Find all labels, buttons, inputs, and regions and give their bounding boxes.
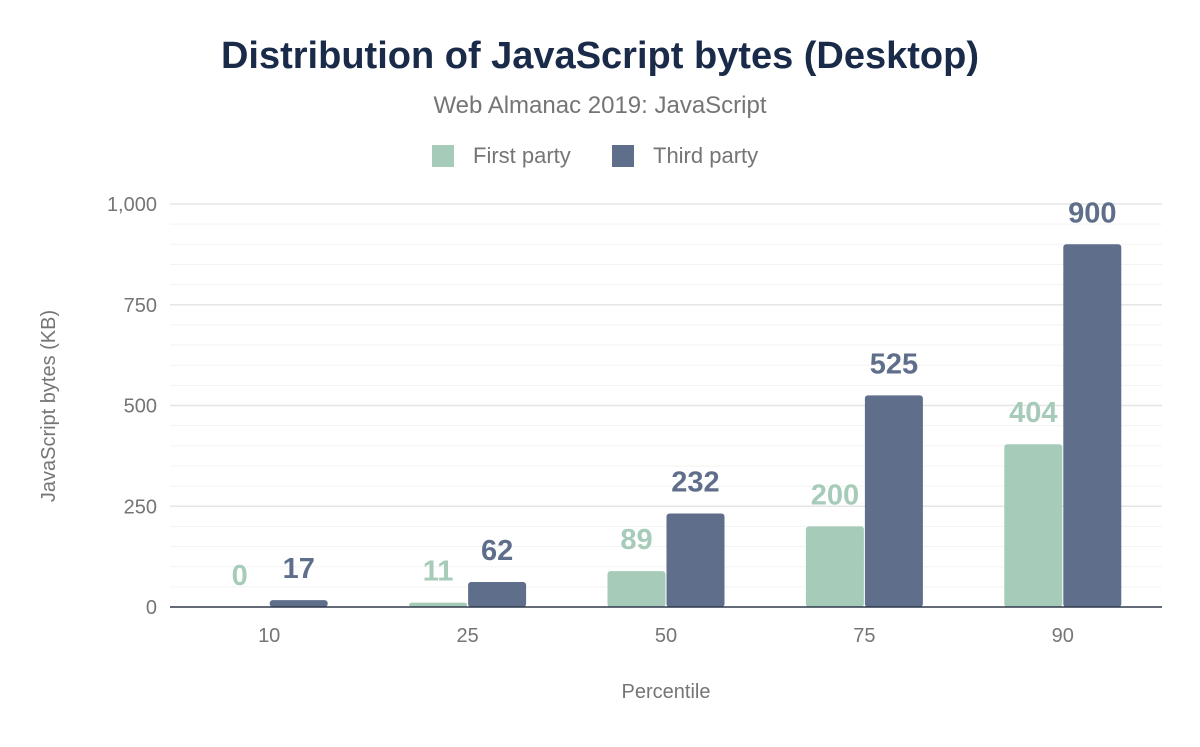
legend-label[interactable]: First party (473, 143, 571, 168)
gridlines (170, 203, 1162, 588)
bar-third-party[interactable] (666, 513, 725, 607)
legend-swatch (432, 145, 454, 167)
x-tick-label: 10 (258, 625, 280, 647)
x-tick-label: 75 (853, 625, 875, 647)
bar-first-party[interactable] (607, 571, 666, 607)
chart-subtitle: Web Almanac 2019: JavaScript (433, 92, 766, 119)
y-axis-label: JavaScript bytes (KB) (38, 310, 60, 502)
x-tick-label: 50 (655, 625, 677, 647)
bar-first-party[interactable] (1004, 444, 1063, 607)
data-label: 900 (1068, 197, 1116, 229)
data-label: 404 (1009, 397, 1057, 429)
chart-title: Distribution of JavaScript bytes (Deskto… (221, 35, 979, 77)
data-label: 200 (811, 479, 859, 511)
data-label: 0 (232, 560, 248, 592)
bar-third-party[interactable] (269, 600, 328, 607)
bar-third-party[interactable] (468, 582, 527, 607)
y-tick-label: 750 (124, 295, 157, 317)
y-tick-label: 1,000 (107, 194, 157, 216)
bar-third-party[interactable] (1063, 244, 1122, 608)
legend-label[interactable]: Third party (653, 143, 758, 168)
y-tick-label: 0 (146, 597, 157, 619)
bars (269, 244, 1122, 608)
bar-third-party[interactable] (864, 395, 923, 607)
x-tick-label: 25 (456, 625, 478, 647)
data-label: 232 (671, 467, 719, 499)
data-label: 17 (283, 553, 315, 585)
data-label: 525 (870, 348, 918, 380)
data-labels: 0 17 11 62 89 232 200 525 404 900 (232, 197, 1117, 592)
y-tick-label: 500 (124, 396, 157, 418)
y-tick-label: 250 (124, 496, 157, 518)
x-axis: 10 25 50 75 90 (170, 606, 1162, 647)
bar-first-party[interactable] (409, 602, 468, 607)
x-tick-label: 90 (1052, 625, 1074, 647)
bar-first-party[interactable] (805, 526, 864, 607)
data-label: 62 (481, 535, 513, 567)
legend-swatch (612, 145, 634, 167)
y-axis: 0 250 500 750 1,000 (107, 194, 157, 619)
data-label: 89 (620, 524, 652, 556)
data-label: 11 (423, 556, 454, 588)
x-axis-label: Percentile (622, 681, 711, 703)
legend: First party Third party (432, 143, 758, 168)
